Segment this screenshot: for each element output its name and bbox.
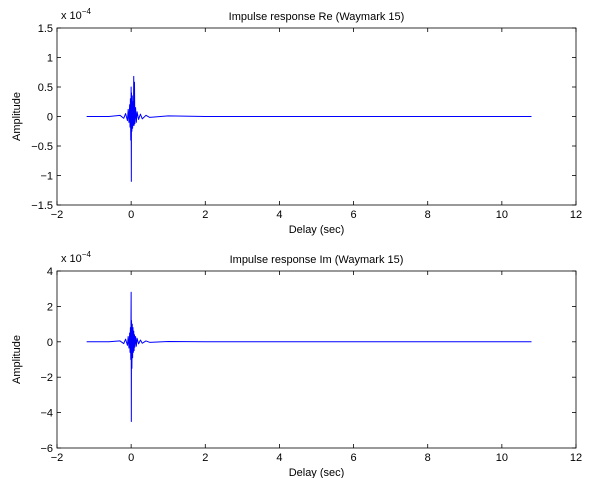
y-tick-label: −0.5 (31, 141, 53, 153)
x-tick-label: 6 (351, 209, 357, 221)
x-tick-label: 2 (202, 452, 208, 464)
impulse-response-line (86, 75, 532, 182)
chart-panel-1: Impulse response Re (Waymark 15) −2 0 2 4 6 8 1… (11, 7, 582, 236)
y-multiplier-base: x 10 (61, 10, 82, 22)
x-tick-label: 8 (425, 209, 431, 221)
y-axis-label: Amplitude (11, 92, 23, 141)
y-tick-label: 4 (47, 266, 53, 278)
y-multiplier: x 10−4 (61, 250, 91, 265)
y-tick-label: −4 (40, 408, 53, 420)
x-tick-label: 0 (128, 209, 134, 221)
chart-panel-2: Impulse response Im (Waymark 15) −2 0 2 4 6 8 1… (11, 250, 582, 478)
x-tick-label: 10 (496, 452, 508, 464)
x-tick-label: 0 (128, 452, 134, 464)
x-tick-label: 8 (425, 452, 431, 464)
x-axis-label: Delay (sec) (289, 224, 345, 236)
y-tick-label: −1 (40, 171, 53, 183)
plot-box (56, 270, 577, 449)
y-tick-label: −1.5 (31, 200, 53, 212)
x-axis-label: Delay (sec) (289, 467, 345, 478)
x-tick-label: 12 (570, 209, 582, 221)
y-tick-label: −2 (40, 372, 53, 384)
x-tick-label: −2 (51, 209, 64, 221)
y-multiplier-exponent: −4 (82, 7, 92, 16)
x-tick-label: 12 (570, 452, 582, 464)
impulse-response-line (86, 291, 532, 422)
y-tick-label: 0 (47, 112, 53, 124)
y-tick-label: 2 (47, 301, 53, 313)
chart-title: Impulse response Re (Waymark 15) (229, 11, 405, 23)
y-tick-label: 0 (47, 337, 53, 349)
x-tick-label: 6 (351, 452, 357, 464)
x-tick-label: −2 (51, 452, 64, 464)
y-tick-label: −6 (40, 443, 53, 455)
y-multiplier-exponent: −4 (82, 250, 92, 259)
y-axis-label: Amplitude (11, 335, 23, 384)
x-tick-label: 4 (276, 452, 282, 464)
x-tick-label: 10 (496, 209, 508, 221)
y-multiplier: x 10−4 (61, 7, 91, 22)
chart-title: Impulse response Im (Waymark 15) (230, 254, 404, 266)
y-tick-label: 1 (47, 53, 53, 65)
x-tick-label: 4 (276, 209, 282, 221)
y-tick-label: 0.5 (38, 82, 53, 94)
x-tick-label: 2 (202, 209, 208, 221)
y-tick-label: 1.5 (38, 23, 53, 35)
y-multiplier-base: x 10 (61, 253, 82, 265)
